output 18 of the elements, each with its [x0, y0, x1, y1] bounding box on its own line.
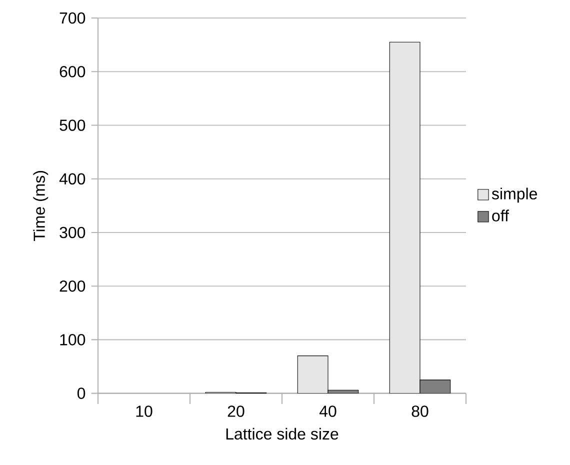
y-axis-title: Time (ms) — [33, 170, 48, 241]
legend-label: off — [492, 210, 510, 222]
y-tick-label: 700 — [60, 12, 86, 24]
x-axis-title: Lattice side size — [226, 428, 338, 440]
x-tick-label: 40 — [319, 405, 336, 417]
bar — [389, 42, 420, 394]
y-tick-label: 400 — [59, 173, 86, 184]
x-tick-label: 80 — [412, 405, 428, 417]
legend-label: simple — [492, 188, 537, 202]
y-tick-label: 200 — [60, 280, 86, 292]
x-tick-label: 10 — [136, 405, 152, 417]
x-tick-label: 20 — [228, 405, 244, 417]
y-tick-label: 300 — [60, 226, 86, 238]
y-tick-label: 100 — [60, 334, 86, 346]
bar — [297, 355, 328, 394]
y-tick-label: 500 — [60, 119, 86, 131]
y-tick-label: 600 — [60, 66, 86, 78]
y-tick-label: 0 — [77, 388, 86, 399]
